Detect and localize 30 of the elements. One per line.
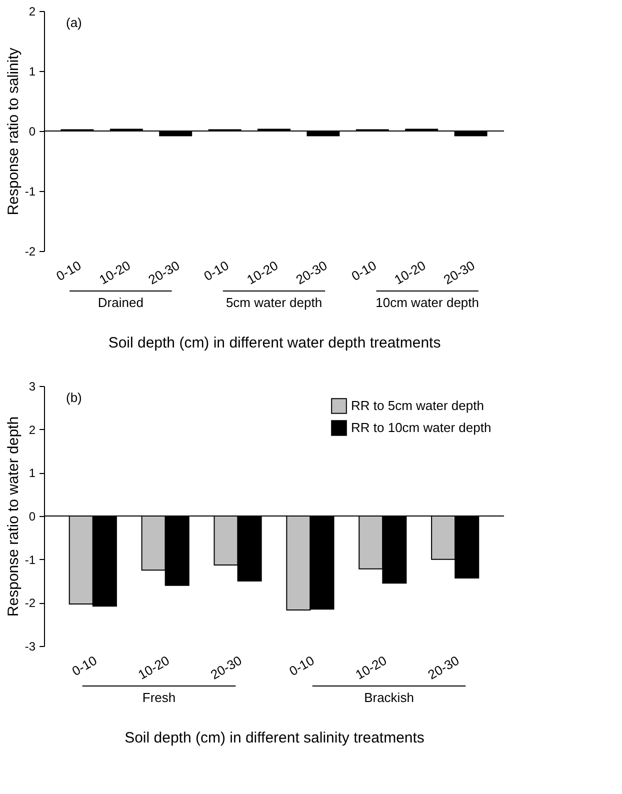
x-axis-title: Soil depth (cm) in different water depth treatments <box>108 334 441 352</box>
x-tick-label: 0-10 <box>348 258 379 284</box>
text: 10cm water depth <box>376 295 480 310</box>
y-tick-label: 3 <box>28 380 36 394</box>
legend-label: RR to 10cm water depth <box>351 420 492 435</box>
y-tick-label: 2 <box>28 422 36 437</box>
y-tick-label: 2 <box>28 4 36 18</box>
y-tick-label: 0 <box>28 510 36 524</box>
x-tick-label: 0-10 <box>54 258 84 284</box>
text: Drained <box>98 295 144 310</box>
y-tick-label: -2 <box>24 596 36 610</box>
y-tick-label: 1 <box>28 64 36 78</box>
x-tick-label: 0-10 <box>201 258 232 284</box>
text: 5cm water depth <box>226 295 322 310</box>
text: Fresh <box>142 690 176 705</box>
chart-title: (b) <box>66 390 82 405</box>
x-tick-label: 0-10 <box>286 652 317 679</box>
y-tick-label: 1 <box>28 466 36 480</box>
x-axis-title: Soil depth (cm) in different salinity treatments <box>124 729 424 746</box>
y-tick-label: -3 <box>24 640 36 654</box>
y-tick-label: 0 <box>28 124 36 138</box>
y-tick-label: -2 <box>24 244 36 258</box>
y-axis-title: Response ratio to water depth <box>4 416 22 617</box>
y-tick-label: -1 <box>24 184 36 198</box>
text: Brackish <box>364 690 414 705</box>
x-tick-label: 0-10 <box>69 652 100 679</box>
chart-title: (a) <box>66 15 82 30</box>
y-tick-label: -1 <box>24 552 36 567</box>
y-axis-title: Response ratio to salinity <box>4 47 22 216</box>
legend-label: RR to 5cm water depth <box>351 398 484 413</box>
